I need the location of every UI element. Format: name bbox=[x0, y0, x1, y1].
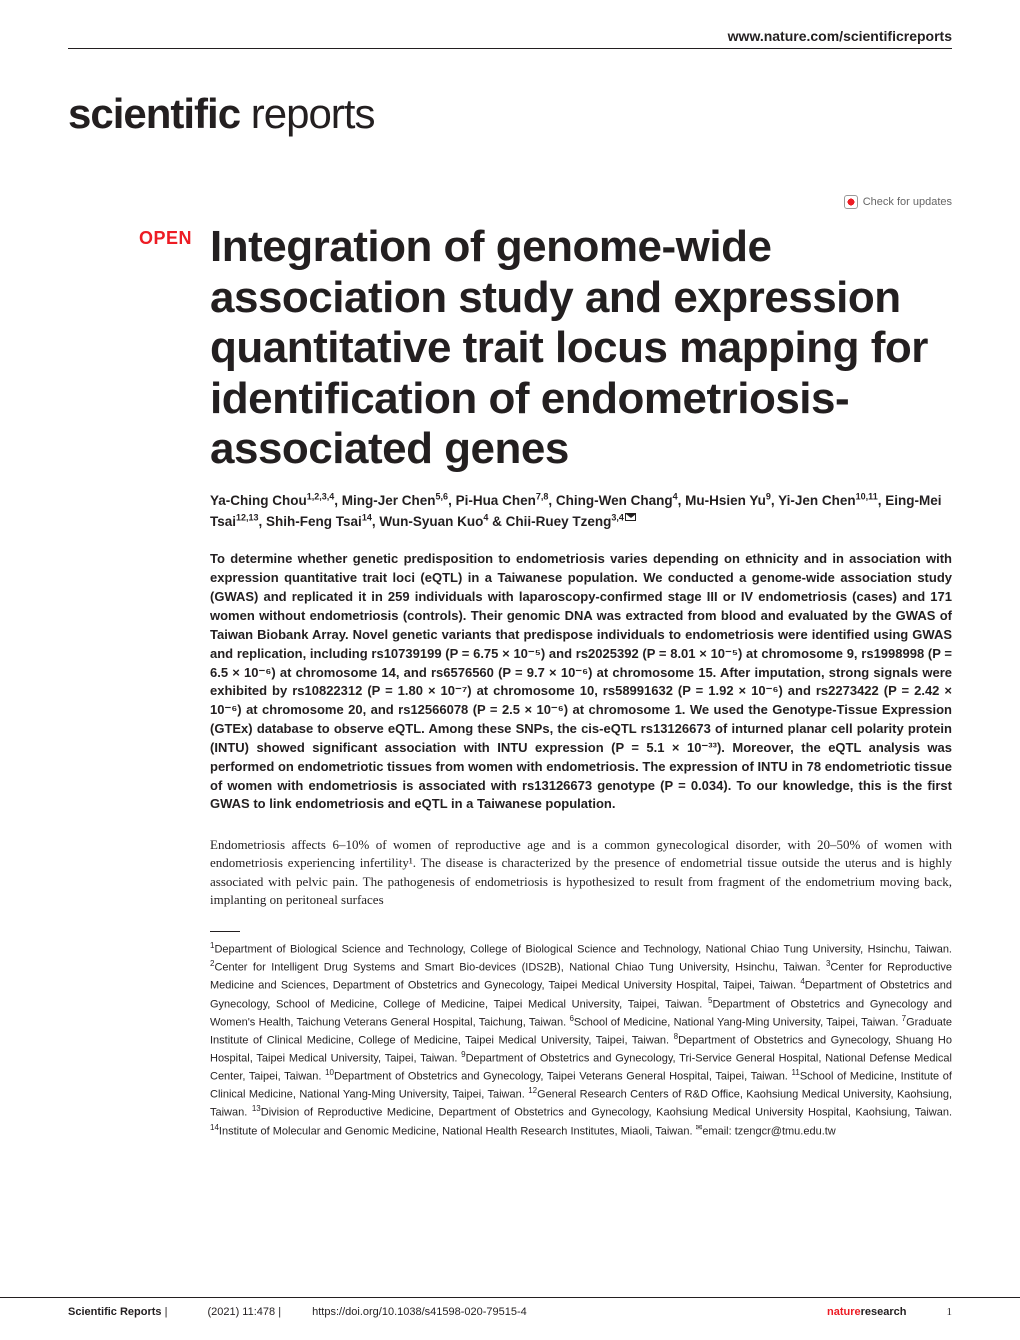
author-list: Ya-Ching Chou1,2,3,4, Ming-Jer Chen5,6, … bbox=[210, 491, 952, 533]
footer-citation: (2021) 11:478 bbox=[207, 1306, 275, 1318]
body-paragraph: Endometriosis affects 6–10% of women of … bbox=[210, 836, 952, 909]
header-divider bbox=[68, 48, 952, 49]
footer-page-number: 1 bbox=[947, 1306, 953, 1318]
corresponding-author-icon bbox=[625, 513, 636, 521]
journal-logo: scientific reports bbox=[68, 90, 374, 138]
article-content: Integration of genome-wide association s… bbox=[210, 222, 952, 1140]
abstract-text: To determine whether genetic predisposit… bbox=[210, 550, 952, 814]
affiliations-text: 1Department of Biological Science and Te… bbox=[210, 940, 952, 1140]
footer-doi-link[interactable]: https://doi.org/10.1038/s41598-020-79515… bbox=[312, 1306, 527, 1318]
affiliation-divider bbox=[210, 931, 240, 932]
footer-separator-2: | bbox=[275, 1306, 284, 1318]
publisher-research: research bbox=[861, 1306, 907, 1318]
journal-name-light: reports bbox=[240, 90, 374, 137]
header-website-link[interactable]: www.nature.com/scientificreports bbox=[728, 28, 952, 44]
crossmark-icon bbox=[844, 195, 858, 209]
journal-name-bold: scientific bbox=[68, 90, 240, 137]
check-updates-button[interactable]: Check for updates bbox=[844, 195, 952, 209]
publisher-nature: nature bbox=[827, 1306, 861, 1318]
authors-text: Ya-Ching Chou1,2,3,4, Ming-Jer Chen5,6, … bbox=[210, 493, 941, 529]
footer-journal-name: Scientific Reports bbox=[68, 1306, 162, 1318]
page-footer: Scientific Reports | (2021) 11:478 | htt… bbox=[0, 1297, 1020, 1318]
check-updates-label: Check for updates bbox=[863, 196, 952, 208]
open-access-badge: OPEN bbox=[139, 228, 192, 249]
footer-publisher: natureresearch bbox=[827, 1306, 907, 1318]
footer-separator: | bbox=[162, 1306, 168, 1318]
article-title: Integration of genome-wide association s… bbox=[210, 222, 952, 475]
